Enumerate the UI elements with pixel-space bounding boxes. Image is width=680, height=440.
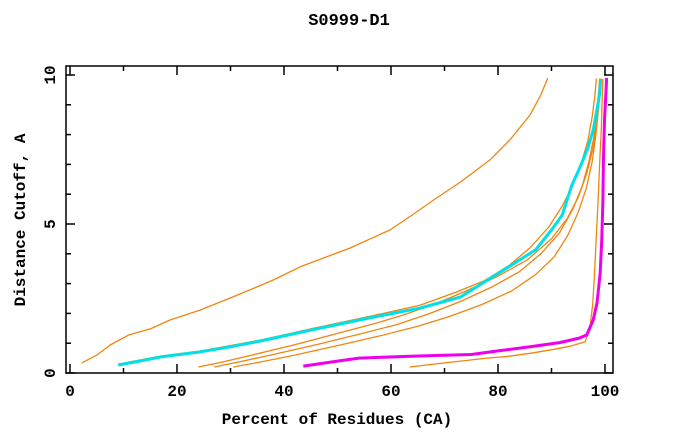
curve-cyan-model	[117, 78, 603, 367]
x-tick-label: 40	[274, 383, 293, 401]
x-axis-title: Percent of Residues (CA)	[222, 411, 452, 429]
y-tick-label: 5	[42, 219, 60, 229]
curve-orange-model-1	[81, 77, 549, 364]
curves-layer	[81, 77, 609, 368]
curve-orange-model-5	[233, 78, 601, 368]
x-tick-label: 60	[381, 383, 400, 401]
y-tick-label: 0	[42, 368, 60, 378]
tick-labels: 0 20 40 60 80 100 0 5 10	[42, 65, 619, 401]
axes-frame	[65, 65, 614, 374]
x-tick-label: 0	[65, 383, 75, 401]
y-tick-label: 10	[42, 65, 60, 84]
x-tick-label: 80	[488, 383, 507, 401]
x-tick-label: 100	[591, 383, 620, 401]
plot-frame-border	[65, 65, 614, 374]
x-tick-label: 20	[167, 383, 186, 401]
plot-title: S0999-D1	[308, 12, 390, 31]
y-axis-title: Distance Cutoff, A	[12, 133, 30, 306]
curve-orange-model-3	[198, 78, 602, 368]
curve-magenta-model	[303, 77, 609, 368]
curve-orange-model-4	[214, 78, 601, 368]
